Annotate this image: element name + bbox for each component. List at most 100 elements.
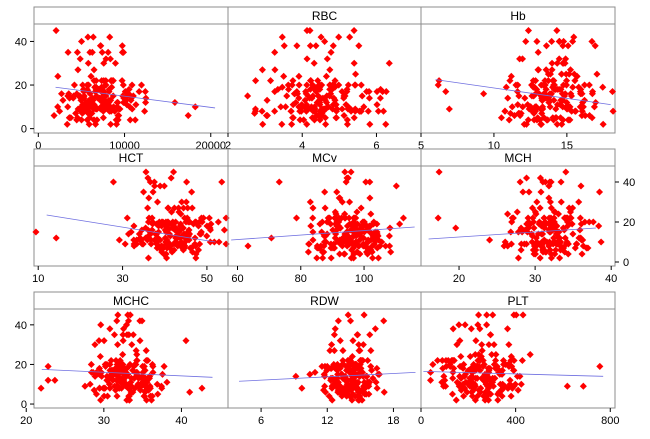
data-point [581,218,589,226]
data-point [309,236,317,244]
data-point [480,90,488,98]
data-point [97,42,105,50]
data-point [557,96,565,104]
data-point [114,311,122,319]
data-point [118,48,126,56]
data-point [335,238,344,246]
x-tick-label: 18 [387,415,399,427]
data-point [158,370,167,378]
data-point [142,347,150,355]
y-tick-label: 20 [15,359,27,371]
data-point [303,55,311,63]
data-point [158,248,166,256]
data-point [119,81,127,89]
data-point [502,83,510,91]
data-point [508,103,516,111]
data-point [313,254,321,262]
data-point [599,83,607,91]
data-point [555,55,563,63]
data-point [445,105,453,113]
data-point [555,37,563,45]
data-point [88,368,96,376]
data-point [545,214,553,222]
data-point [125,331,133,339]
data-point [278,120,286,128]
data-point [457,352,465,361]
data-point [571,77,579,85]
data-point [448,390,457,398]
data-point [59,96,67,104]
data-point [106,374,114,382]
data-point [346,198,354,206]
data-point [123,364,131,372]
data-point [162,238,170,246]
data-point [476,366,484,374]
data-point [251,107,260,115]
data-point [368,366,376,374]
data-point [363,88,371,96]
data-point [300,116,308,124]
x-tick-label: 5 [418,140,424,152]
data-point [514,254,522,262]
data-point [365,94,373,102]
data-point [359,341,367,349]
data-point [557,178,565,186]
data-point [142,356,150,365]
data-point [599,120,607,128]
data-point [441,376,449,384]
data-point [570,70,578,78]
data-point [100,337,108,345]
data-point [302,107,310,115]
data-point [97,321,105,329]
data-point [461,321,469,329]
data-point [340,374,348,382]
data-point [435,168,443,176]
data-point [366,378,374,386]
data-point [349,337,357,345]
data-point [63,120,71,128]
data-point [196,240,204,248]
data-point [456,372,464,380]
data-point [486,236,494,244]
data-point [91,341,99,349]
data-point [530,116,538,124]
data-point [357,204,365,212]
data-point [126,311,134,319]
data-point [355,42,363,50]
data-point [291,90,299,98]
x-tick-label: 4 [299,140,305,152]
data-point [475,311,483,319]
data-point [131,116,139,124]
data-point [99,114,107,122]
data-point [112,356,120,365]
data-point [532,77,540,85]
data-point [355,341,363,349]
data-point [514,228,522,236]
data-point [568,107,576,115]
data-point [367,246,375,254]
data-point [325,392,333,400]
data-point [369,254,377,262]
data-point [519,311,527,319]
data-point [339,356,347,365]
data-point [149,188,157,196]
data-point [546,220,554,228]
data-point [149,362,157,370]
data-point [142,168,150,176]
data-point [312,42,320,50]
data-point [192,254,200,262]
data-point [552,230,561,238]
data-point [522,37,530,45]
data-point [364,356,372,365]
data-point [142,94,150,102]
data-point [170,224,178,232]
data-point [358,226,366,234]
data-point [557,85,565,93]
data-point [311,368,319,376]
data-point [357,81,365,89]
data-point [310,116,319,124]
data-point [506,109,515,117]
data-point [376,94,384,102]
data-point [477,384,485,392]
data-point [259,120,267,128]
